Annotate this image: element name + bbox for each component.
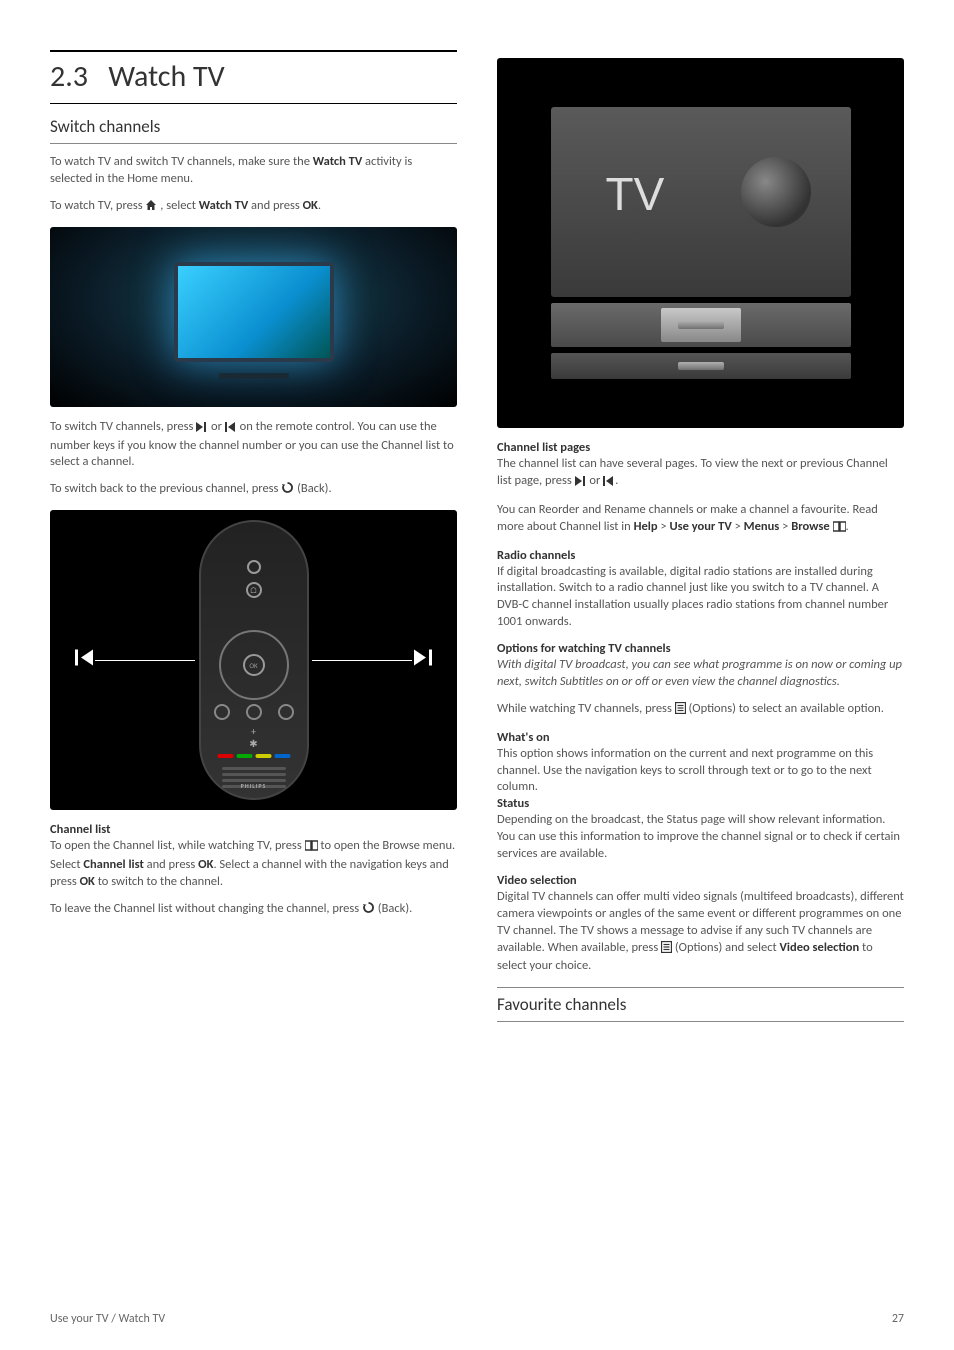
prev-icon bbox=[603, 475, 615, 492]
heading-video: Video selection bbox=[497, 873, 904, 888]
next-icon bbox=[575, 475, 587, 492]
home-button-icon: ⌂ bbox=[246, 582, 262, 598]
indicator-line bbox=[95, 660, 195, 661]
paragraph: This option shows information on the cur… bbox=[497, 746, 904, 797]
footer: Use your TV / Watch TV 27 bbox=[50, 1312, 904, 1326]
ui-card: TV bbox=[551, 107, 851, 297]
paragraph: Digital TV channels can offer multi vide… bbox=[497, 889, 904, 975]
paragraph-italic: With digital TV broadcast, you can see w… bbox=[497, 657, 904, 691]
footer-page: 27 bbox=[892, 1312, 904, 1326]
tile-bar bbox=[678, 362, 724, 370]
paragraph: While watching TV channels, press (Optio… bbox=[497, 701, 904, 720]
section-name: Watch TV bbox=[108, 58, 224, 95]
paragraph: To open the Channel list, while watching… bbox=[50, 838, 457, 891]
ui-strip-small bbox=[551, 353, 851, 379]
heading-status: Status bbox=[497, 796, 904, 811]
next-arrow-icon bbox=[412, 647, 432, 674]
figure-ui: TV bbox=[497, 58, 904, 428]
section-title: 2.3 Watch TV bbox=[50, 50, 457, 104]
paragraph: To watch TV and switch TV channels, make… bbox=[50, 154, 457, 188]
heading-channel-list-pages: Channel list pages bbox=[497, 440, 904, 455]
paragraph: To switch back to the previous channel, … bbox=[50, 481, 457, 500]
tv-label: TV bbox=[606, 167, 665, 221]
tv-screen bbox=[174, 262, 334, 362]
prev-arrow-icon bbox=[75, 647, 95, 674]
moon-icon bbox=[741, 157, 811, 227]
tv-stand bbox=[219, 373, 289, 379]
figure-remote: ⌂ OK +✱ PHILIPS bbox=[50, 510, 457, 810]
options-icon bbox=[661, 941, 672, 959]
paragraph: If digital broadcasting is available, di… bbox=[497, 564, 904, 632]
right-column: TV Channel list pages The channel list c… bbox=[497, 50, 904, 1032]
paragraph: The channel list can have several pages.… bbox=[497, 456, 904, 492]
indicator-line bbox=[312, 660, 412, 661]
heading-channel-list: Channel list bbox=[50, 822, 457, 837]
power-ring-icon bbox=[247, 560, 261, 574]
figure-tv bbox=[50, 227, 457, 407]
paragraph: Depending on the broadcast, the Status p… bbox=[497, 812, 904, 863]
heading-options: Options for watching TV channels bbox=[497, 641, 904, 656]
left-column: 2.3 Watch TV Switch channels To watch TV… bbox=[50, 50, 457, 1032]
color-keys bbox=[217, 754, 290, 758]
subsection-favourite-channels: Favourite channels bbox=[497, 994, 904, 1022]
next-icon bbox=[196, 421, 208, 438]
paragraph: To leave the Channel list without changi… bbox=[50, 901, 457, 920]
back-icon bbox=[281, 481, 294, 500]
ok-button: OK bbox=[243, 654, 265, 676]
heading-radio: Radio channels bbox=[497, 548, 904, 563]
ui-strip bbox=[551, 303, 851, 347]
paragraph: You can Reorder and Rename channels or m… bbox=[497, 502, 904, 538]
heading-whatson: What's on bbox=[497, 730, 904, 745]
browse-icon bbox=[833, 521, 846, 538]
back-icon bbox=[362, 901, 375, 920]
browse-icon bbox=[305, 840, 318, 857]
footer-path: Use your TV / Watch TV bbox=[50, 1312, 165, 1326]
prev-icon bbox=[225, 421, 237, 438]
volume-keys: +✱ bbox=[249, 726, 257, 750]
options-icon bbox=[675, 702, 686, 720]
paragraph: To switch TV channels, press or on the r… bbox=[50, 419, 457, 472]
section-number: 2.3 bbox=[50, 58, 88, 95]
row-buttons bbox=[214, 704, 294, 720]
nav-ring: OK bbox=[219, 630, 289, 700]
home-icon bbox=[145, 199, 157, 217]
subsection-switch-channels: Switch channels bbox=[50, 116, 457, 144]
selected-tile bbox=[661, 308, 741, 342]
paragraph: To watch TV, press , select Watch TV and… bbox=[50, 198, 457, 217]
remote-body: ⌂ OK +✱ PHILIPS bbox=[199, 520, 309, 800]
brand-label: PHILIPS bbox=[241, 782, 267, 790]
